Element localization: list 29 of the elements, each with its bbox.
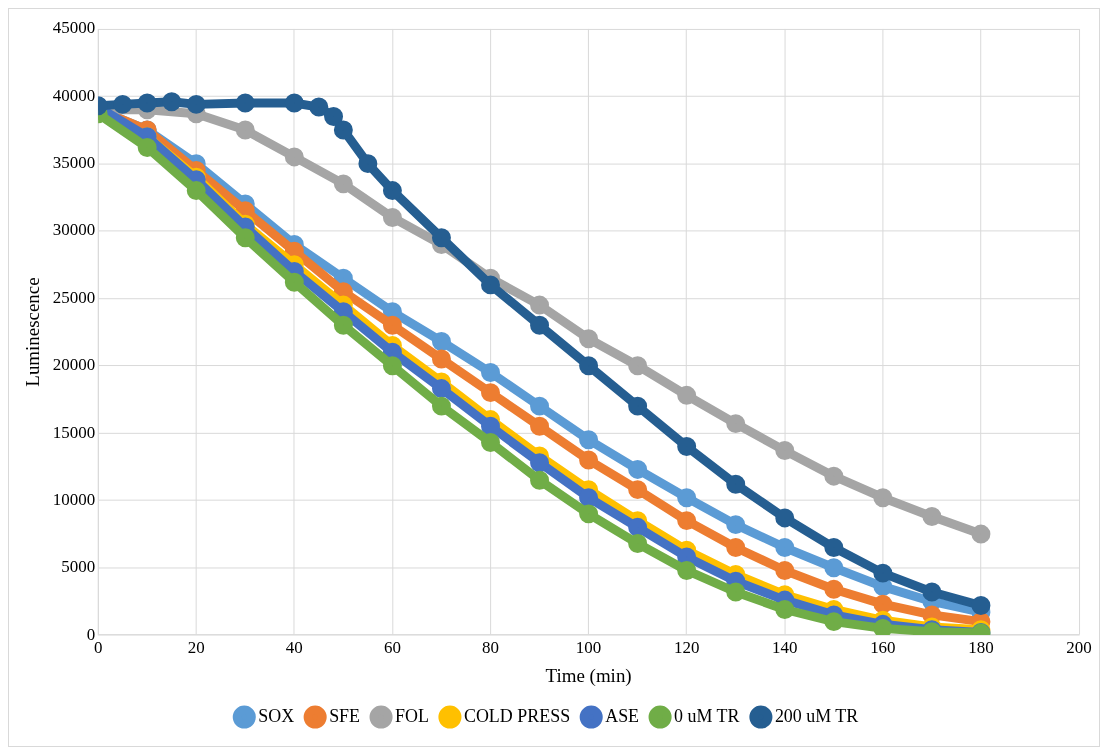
legend-label: 0 uM TR — [674, 705, 740, 726]
y-tick-label: 10000 — [52, 489, 96, 509]
x-tick-label: 40 — [285, 637, 303, 657]
legend-label: SOX — [258, 705, 295, 726]
y-tick-label: 25000 — [52, 287, 96, 307]
x-tick-label: 100 — [575, 637, 602, 657]
x-tick-label: 20 — [187, 637, 205, 657]
y-tick-label: 30000 — [52, 220, 96, 240]
legend-label: FOL — [395, 705, 429, 726]
x-tick-label: 80 — [482, 637, 499, 657]
legend-label: SFE — [329, 705, 361, 726]
x-tick-label: 120 — [673, 637, 700, 657]
x-axis-title: Time (min) — [545, 664, 632, 687]
legend-label: 200 uM TR — [774, 705, 859, 726]
x-tick-label: 180 — [968, 637, 994, 657]
y-tick-label: 0 — [86, 624, 96, 644]
legend-label: COLD PRESS — [463, 705, 571, 726]
legend-label: ASE — [605, 705, 640, 726]
x-tick-label: 200 — [1066, 637, 1092, 657]
y-tick-label: 5000 — [61, 557, 96, 577]
y-tick-label: 40000 — [52, 85, 96, 105]
y-tick-label: 45000 — [52, 18, 96, 38]
y-tick-label: 35000 — [52, 153, 96, 173]
y-tick-label: 20000 — [52, 355, 96, 375]
y-axis-title: Luminescence — [22, 277, 44, 387]
x-tick-label: 160 — [870, 637, 896, 657]
y-tick-label: 15000 — [52, 422, 96, 442]
x-tick-label: 60 — [383, 637, 401, 657]
x-tick-label: 140 — [772, 637, 798, 657]
